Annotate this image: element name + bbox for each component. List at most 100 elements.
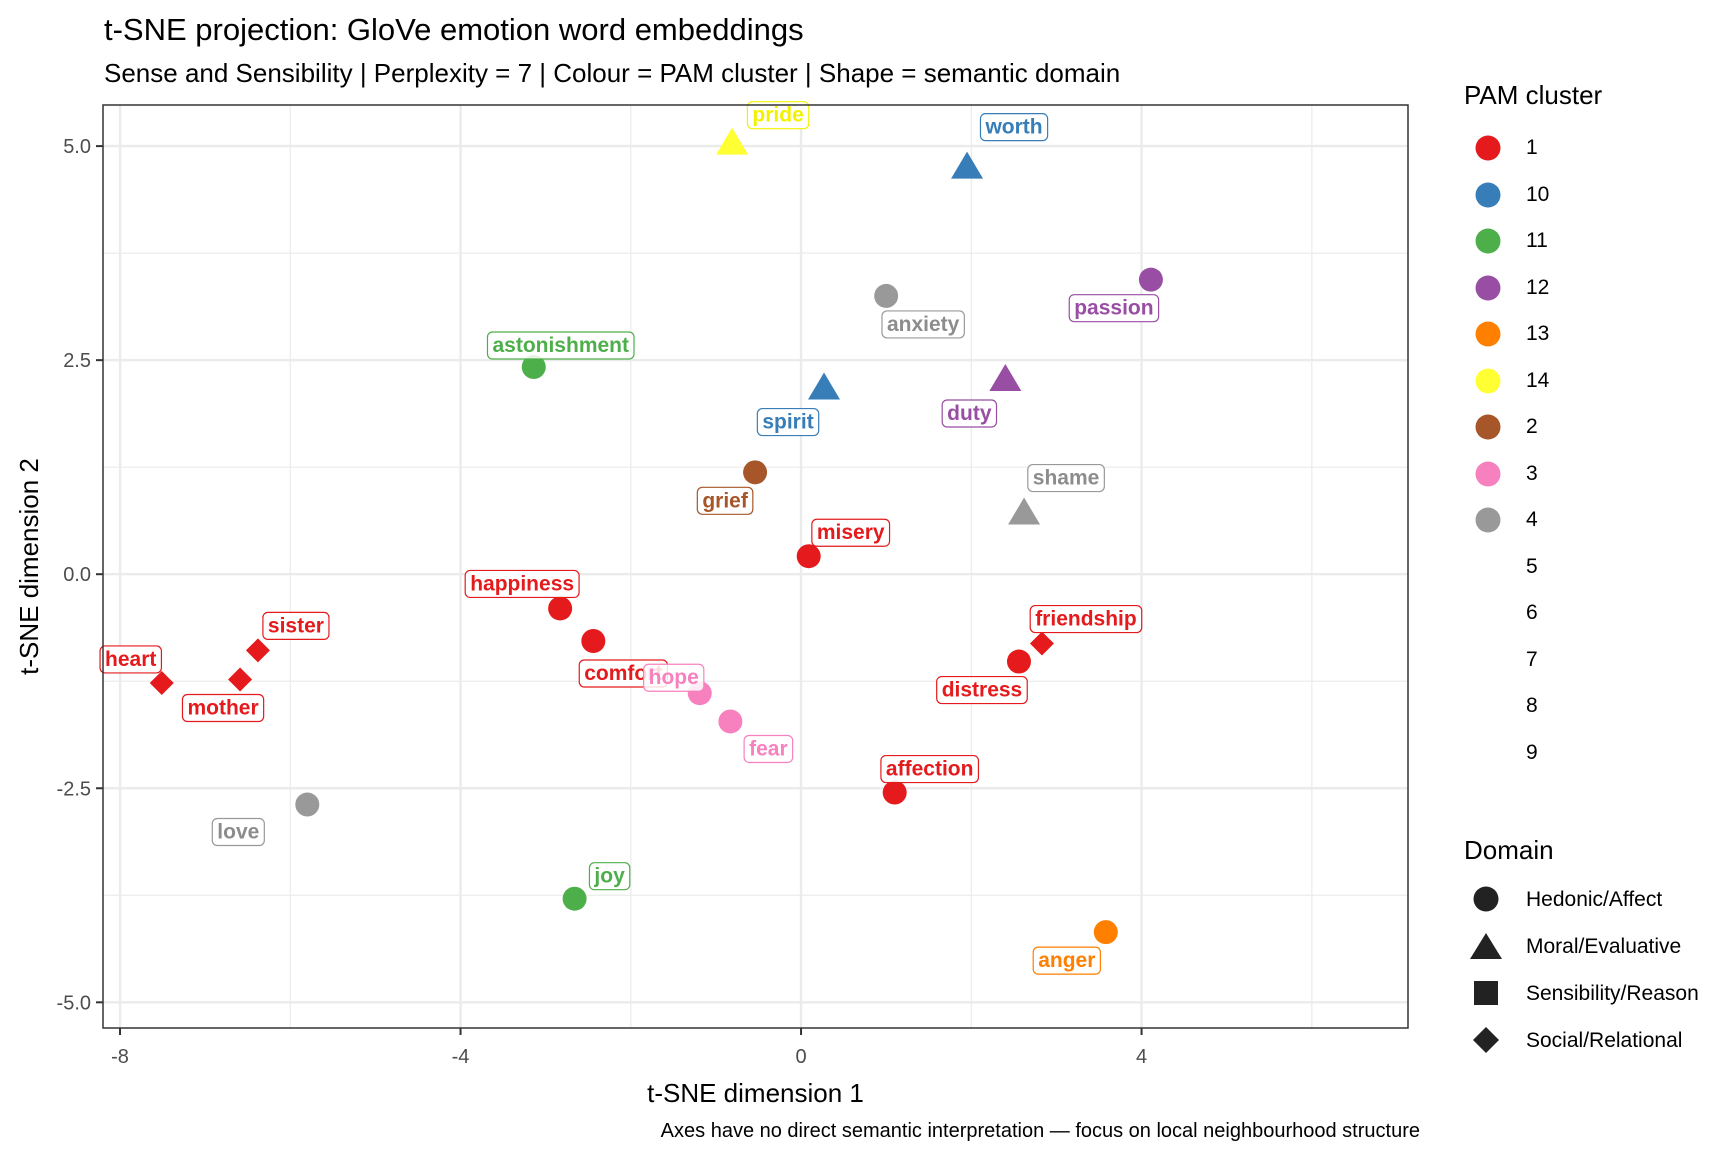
label-joy: joy [588,862,631,891]
x-tick-label: -4 [452,1046,470,1068]
cluster-legend-item: 6 [1468,593,1538,633]
point-friendship [1029,631,1054,656]
label-text: anger [1038,949,1095,972]
label-box [464,569,580,599]
domain-legend-title: Domain [1464,835,1554,865]
y-tick-label: -2.5 [57,778,91,800]
point-mother [228,667,253,692]
label-text: mother [187,697,258,720]
point-anxiety [874,283,899,308]
label-grief: grief [696,486,754,515]
label-text: joy [593,865,625,888]
label-box [746,101,810,130]
point-worth [951,151,984,179]
cluster-swatch-icon [1468,175,1508,215]
label-mother: mother [181,693,265,723]
label-anxiety: anxiety [881,310,965,339]
label-fear: fear [743,734,794,764]
label-box [811,518,891,547]
point-shame [1008,497,1041,525]
point-affection [882,780,907,805]
label-box [880,754,980,784]
cluster-legend-item: 8 [1468,686,1538,726]
point-joy [562,886,587,911]
label-anger: anger [1032,946,1101,975]
label-shame: shame [1027,463,1105,493]
domain-legend-label: Social/Relational [1526,1029,1683,1052]
cluster-legend-label: 6 [1526,601,1538,624]
cluster-legend-item: 3 [1468,454,1538,494]
cluster-swatch-icon [1468,361,1508,401]
chart-caption: Axes have no direct semantic interpretat… [660,1120,1420,1142]
label-box [881,310,965,339]
label-box [486,331,635,360]
cluster-swatch-icon [1468,640,1508,680]
label-box [1029,604,1143,634]
label-text: passion [1074,297,1153,320]
label-text: fear [749,737,788,760]
label-text: duty [947,402,992,425]
label-text: worth [984,116,1042,139]
label-box [936,675,1028,705]
cluster-swatch-icon [1468,547,1508,587]
label-text: pride [752,104,803,127]
point-pride [716,127,749,155]
y-axis-title: t-SNE dimension 2 [14,458,44,675]
label-text: heart [105,648,156,671]
label-box [588,862,631,891]
domain-legend-item: Hedonic/Affect [1468,880,1662,920]
chart-subtitle: Sense and Sensibility | Perplexity = 7 |… [104,58,1121,88]
point-happiness [548,596,573,621]
cluster-legend-label: 3 [1526,461,1538,485]
label-text: sister [268,614,324,637]
label-spirit: spirit [756,407,820,437]
label-astonishment: astonishment [486,331,635,360]
cluster-legend-label: 10 [1526,182,1550,206]
label-text: love [217,821,259,844]
cluster-swatch-icon [1468,314,1508,354]
cluster-legend-title: PAM cluster [1464,80,1603,110]
label-text: hope [649,666,699,689]
label-text: affection [886,758,974,781]
cluster-swatch-icon [1468,733,1508,773]
point-fear [718,709,743,734]
cluster-legend-label: 1 [1526,136,1538,159]
y-tick-label: 0.0 [63,564,91,586]
cluster-legend-label: 2 [1526,415,1538,438]
cluster-swatch-icon [1468,407,1508,447]
cluster-swatch-icon [1468,686,1508,726]
label-box [743,734,794,764]
label-text: misery [817,521,885,544]
label-friendship: friendship [1029,604,1143,634]
cluster-legend-label: 11 [1526,229,1548,252]
label-sister: sister [262,611,330,641]
point-spirit [808,372,841,400]
cluster-swatch-icon [1468,221,1508,261]
x-tick-label: 4 [1136,1046,1147,1068]
y-tick-label: 5.0 [63,136,91,158]
point-passion [1138,267,1163,292]
label-box [1032,946,1101,975]
cluster-swatch-icon [1468,500,1508,540]
y-tick-label: -5.0 [57,992,91,1014]
point-heart [149,670,174,695]
cluster-legend-item: 9 [1468,733,1538,773]
cluster-legend-label: 14 [1526,368,1550,392]
label-text: anxiety [887,313,960,336]
point-labels: pride worth anxiety passion astonishment spir… [99,101,1160,975]
x-tick-label: -8 [111,1046,129,1068]
label-affection: affection [880,754,980,784]
label-text: grief [702,489,749,512]
x-tick-label: 0 [795,1046,806,1068]
label-worth: worth [979,113,1049,142]
cluster-legend-item: 11 [1468,221,1548,261]
label-misery: misery [811,518,891,547]
label-love: love [211,817,265,847]
cluster-legend-label: 12 [1526,275,1550,299]
cluster-swatch-icon [1468,128,1508,168]
point-duty [989,363,1022,391]
label-happiness: happiness [464,569,580,599]
point-grief [743,460,768,485]
circle-icon [1468,880,1508,920]
